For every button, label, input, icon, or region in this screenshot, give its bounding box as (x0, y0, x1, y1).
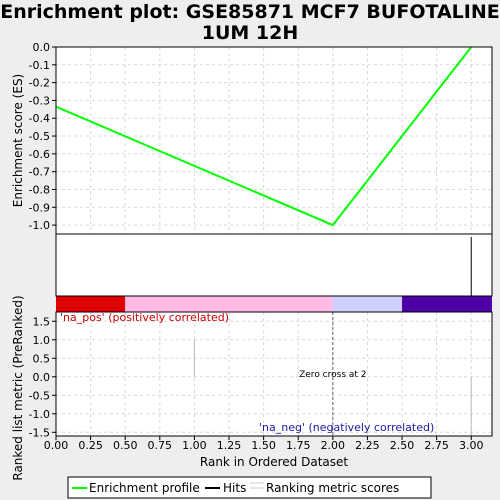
xtick-label: 2.50 (390, 439, 415, 452)
es-ytick-label: -0.2 (29, 77, 50, 90)
ranked-ytick-label: 1.0 (33, 334, 51, 347)
hits-panel (56, 234, 492, 296)
legend-label: Enrichment profile (89, 481, 200, 495)
negative-correlation-label: 'na_neg' (negatively correlated) (259, 421, 434, 434)
ranked-ytick-label: 1.5 (33, 315, 51, 328)
es-ytick-label: -1.0 (29, 219, 50, 232)
chart-title-line-1: Enrichment plot: GSE85871 MCF7 BUFOTALIN… (0, 1, 500, 23)
xtick-label: 1.75 (286, 439, 311, 452)
ranked-ytick-label: 0.0 (33, 371, 51, 384)
xtick-label: 2.00 (321, 439, 346, 452)
ranked-y-axis-label: Ranked list metric (PreRanked) (11, 295, 25, 480)
legend-label: Ranking metric scores (266, 481, 399, 495)
color-bar-segment (332, 296, 403, 312)
xtick-label: 0.25 (78, 439, 103, 452)
ranked-ytick-label: 0.5 (33, 352, 51, 365)
es-ytick-label: -0.3 (29, 94, 50, 107)
ranked-ytick-label: -1.5 (29, 426, 50, 439)
enrichment-profile-line (55, 46, 473, 227)
xtick-label: 0.00 (44, 439, 69, 452)
xtick-label: 1.00 (182, 439, 207, 452)
xtick-label: 1.25 (217, 439, 242, 452)
es-ytick-label: -0.7 (29, 166, 50, 179)
ranked-ytick-label: -1.0 (29, 408, 50, 421)
chart-title: Enrichment plot: GSE85871 MCF7 BUFOTALIN… (0, 0, 500, 44)
es-y-axis-label: Enrichment score (ES) (11, 74, 25, 207)
es-ytick-label: -0.8 (29, 183, 50, 196)
es-ytick-label: -0.5 (29, 130, 50, 143)
es-ytick-label: -0.6 (29, 148, 50, 161)
color-bar-segment (402, 296, 492, 312)
es-ytick-label: 0.0 (33, 41, 51, 54)
es-ytick-label: -0.1 (29, 59, 50, 72)
xtick-label: 0.75 (148, 439, 173, 452)
xtick-label: 3.00 (459, 439, 484, 452)
panel-border (55, 311, 493, 437)
color-bar-segment (56, 296, 126, 312)
x-axis-label: Rank in Ordered Dataset (200, 455, 348, 469)
legend-box (67, 476, 432, 499)
panel-border (55, 233, 493, 297)
es-ytick-label: -0.4 (29, 112, 50, 125)
chart-title-line-2: 1UM 12H (201, 22, 299, 44)
xtick-label: 0.50 (113, 439, 138, 452)
es-ytick-label: -0.9 (29, 201, 50, 214)
legend-label: Hits (223, 481, 246, 495)
es-panel (56, 47, 492, 234)
ranked-panel (56, 312, 492, 436)
xtick-label: 2.75 (424, 439, 449, 452)
legend: Enrichment profile Hits Ranking metric sco… (67, 476, 432, 499)
xtick-label: 1.50 (251, 439, 276, 452)
xtick-label: 2.25 (355, 439, 380, 452)
positive-correlation-label: 'na_pos' (positively correlated) (60, 311, 229, 324)
color-bar-segment (125, 296, 333, 312)
zero-cross-label: Zero cross at 2 (299, 370, 366, 380)
ranked-ytick-label: -0.5 (29, 389, 50, 402)
